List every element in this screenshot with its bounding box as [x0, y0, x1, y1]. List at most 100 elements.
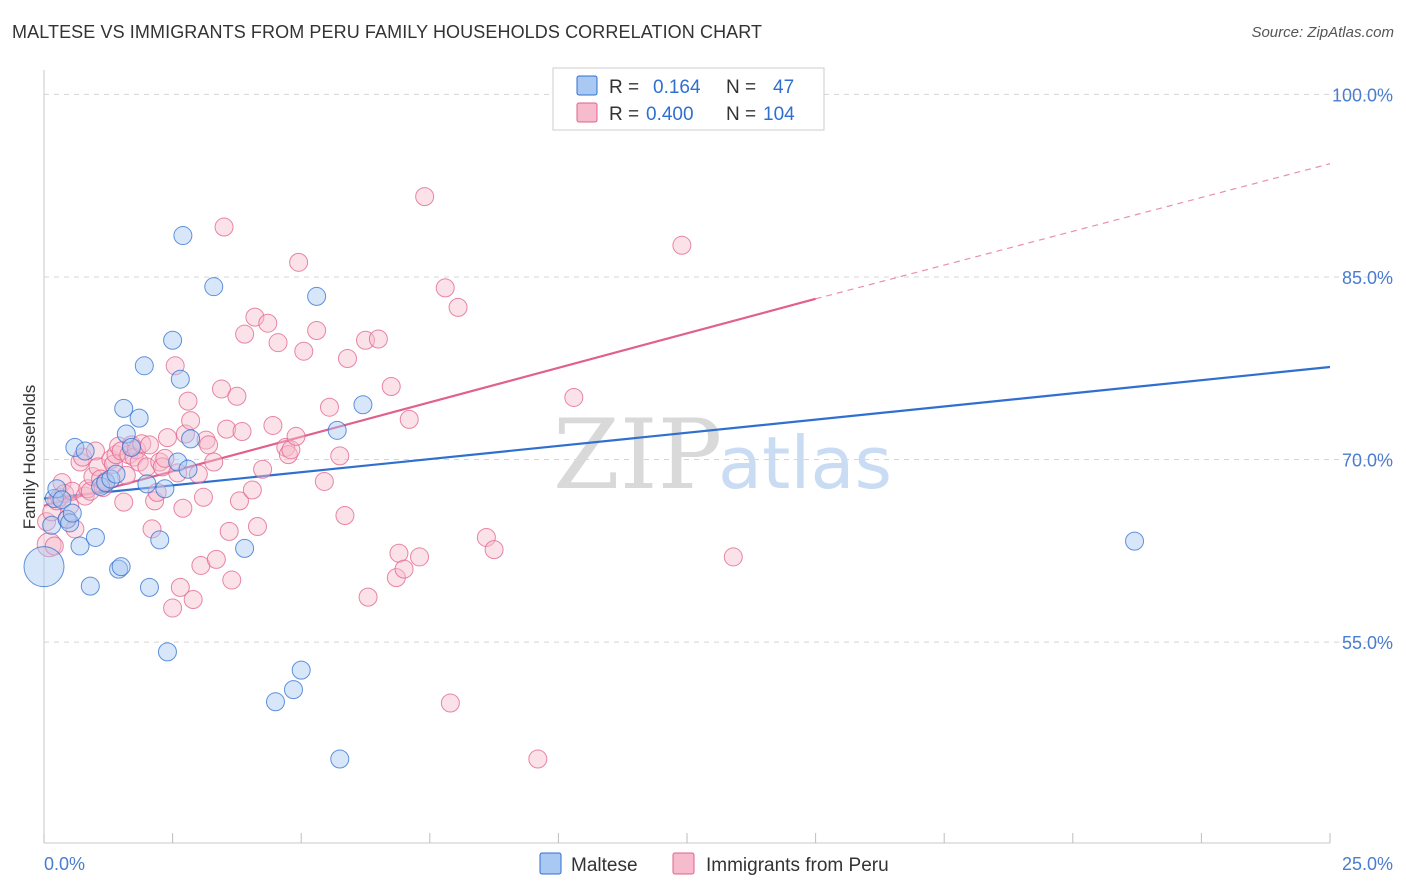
point-peru-82: [307, 321, 327, 341]
stats-legend: R = 0.164 N = 47 R = 0.400 N = 104: [552, 67, 825, 131]
stats-legend-frame: [552, 67, 825, 131]
point-peru-49: [173, 498, 193, 518]
point-maltese-5: [57, 509, 77, 529]
point-maltese-29: [163, 330, 183, 350]
point-peru-33: [127, 440, 147, 460]
point-peru-91: [381, 377, 401, 397]
point-maltese-13: [91, 476, 111, 496]
point-peru-43: [155, 448, 175, 468]
point-peru-62: [217, 419, 237, 439]
axis-layer: [43, 70, 1331, 844]
x-tick-label-0: 0.0%: [44, 854, 85, 874]
y-tick-label-0: 55.0%: [1342, 633, 1393, 653]
point-peru-65: [227, 386, 247, 406]
point-maltese-43: [353, 395, 373, 415]
point-peru-56: [193, 487, 213, 507]
point-maltese-9: [70, 536, 90, 556]
stats-legend-n-value-2: 104: [763, 104, 795, 125]
stats-legend-r-value-2: 0.400: [646, 104, 694, 125]
watermark-zip: ZIP: [553, 399, 722, 511]
point-peru-87: [337, 349, 357, 369]
point-peru-11: [65, 519, 85, 539]
point-peru-71: [247, 516, 267, 536]
point-peru-84: [319, 397, 339, 417]
point-peru-64: [222, 570, 242, 590]
point-peru-81: [294, 341, 314, 361]
point-peru-85: [330, 446, 350, 466]
point-maltese-26: [150, 530, 170, 550]
point-maltese-12: [85, 527, 105, 547]
point-maltese-8: [65, 437, 85, 457]
legend-label-maltese[interactable]: Maltese: [571, 855, 638, 876]
legend-label-peru[interactable]: Immigrants from Peru: [706, 855, 889, 876]
stats-legend-r-value-1: 0.164: [653, 77, 701, 98]
point-peru-35: [132, 434, 152, 454]
point-peru-105: [723, 547, 743, 567]
point-peru-103: [564, 387, 584, 407]
point-peru-98: [440, 693, 460, 713]
point-peru-47: [168, 463, 188, 483]
point-peru-73: [258, 313, 278, 333]
point-peru-37: [139, 435, 159, 455]
point-peru-59: [204, 452, 224, 472]
point-peru-48: [170, 577, 190, 597]
point-peru-38: [142, 519, 162, 539]
point-maltese-32: [173, 226, 193, 246]
point-maltese-0: [23, 546, 65, 588]
point-maltese-30: [168, 452, 188, 472]
point-maltese-7: [62, 503, 82, 523]
point-peru-108: [415, 187, 435, 207]
point-peru-51: [178, 391, 198, 411]
trend-layer: [43, 163, 1331, 507]
point-peru-66: [229, 491, 249, 511]
point-peru-18: [85, 441, 105, 461]
point-peru-68: [235, 324, 255, 344]
stats-legend-r-label-2: R =: [609, 104, 639, 125]
series-legend: Maltese Immigrants from Peru: [539, 852, 889, 876]
y-axis-label: Family Households: [20, 385, 39, 530]
point-peru-101: [484, 540, 504, 560]
point-maltese-18: [111, 557, 131, 577]
point-peru-107: [214, 217, 234, 237]
point-peru-28: [114, 492, 134, 512]
point-peru-57: [196, 430, 216, 450]
point-maltese-40: [307, 286, 327, 306]
y-tick-label-2: 85.0%: [1342, 268, 1393, 288]
y-tick-labels: 55.0% 70.0% 85.0% 100.0%: [1332, 85, 1393, 653]
point-peru-58: [199, 435, 219, 455]
x-tick-labels: 0.0% 25.0%: [44, 854, 1393, 874]
point-maltese-22: [129, 408, 149, 428]
point-maltese-34: [181, 429, 201, 449]
point-peru-70: [245, 307, 265, 327]
point-maltese-28: [157, 642, 177, 662]
stats-legend-r-label-1: R =: [609, 77, 639, 98]
source-label: Source: ZipAtlas.com: [1251, 24, 1394, 41]
point-peru-102: [528, 749, 548, 769]
point-peru-100: [476, 527, 496, 547]
stats-legend-swatch-peru: [576, 102, 598, 123]
point-maltese-21: [121, 437, 141, 457]
point-maltese-37: [265, 692, 285, 712]
grid-layer: [44, 93, 1394, 643]
point-peru-104: [672, 235, 692, 255]
point-peru-86: [335, 506, 355, 526]
point-maltese-11: [80, 576, 100, 596]
point-peru-52: [181, 411, 201, 431]
point-peru-80: [289, 252, 309, 272]
point-peru-44: [157, 428, 177, 448]
point-maltese-17: [109, 559, 129, 579]
trend-line-maltese: [43, 365, 1331, 500]
watermark: ZIP atlas: [553, 399, 892, 511]
legend-swatch-peru[interactable]: [672, 852, 695, 875]
legend-swatch-maltese[interactable]: [539, 852, 562, 875]
point-peru-83: [314, 471, 334, 491]
point-peru-12: [70, 452, 90, 472]
point-maltese-35: [204, 277, 224, 297]
point-maltese-39: [291, 660, 311, 680]
point-peru-93: [389, 543, 409, 563]
trend-line-peru-extension: [815, 163, 1331, 300]
point-peru-36: [137, 457, 157, 477]
point-peru-74: [263, 415, 283, 435]
point-maltese-36: [235, 538, 255, 558]
